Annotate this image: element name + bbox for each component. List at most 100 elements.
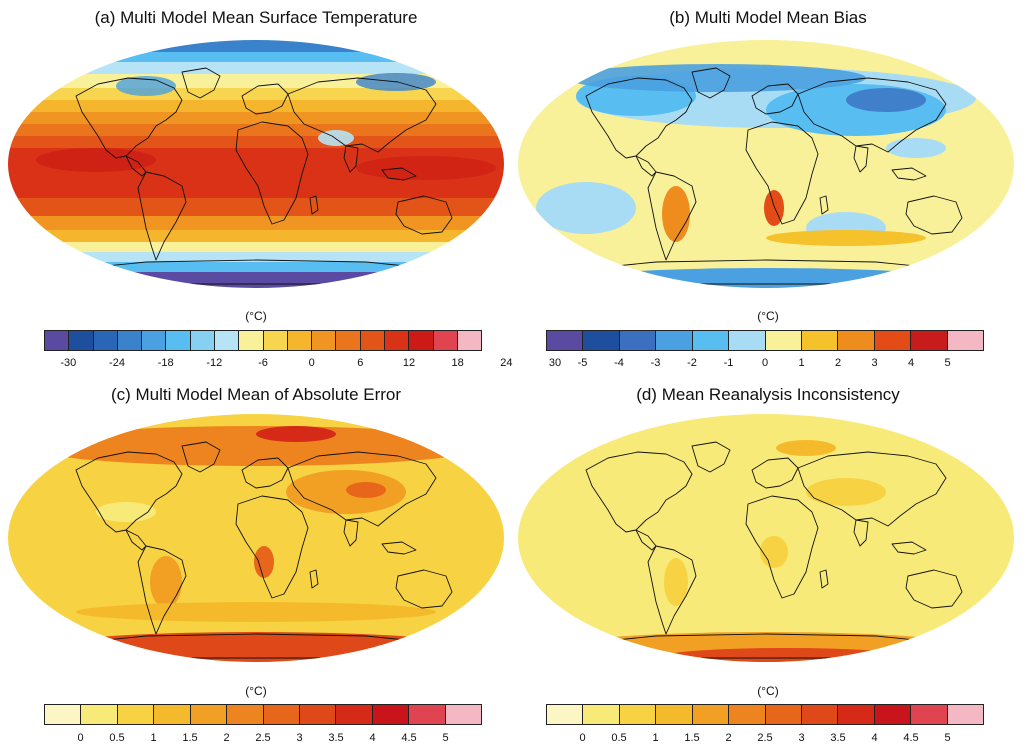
panel-a-world-map <box>8 40 504 288</box>
colorbar-tick-label: 4 <box>369 732 376 744</box>
colorbar-tick-label: 6 <box>357 357 364 369</box>
colorbar-tick-label: 24 <box>500 357 513 369</box>
colorbar-swatch <box>801 331 839 350</box>
panel-c-title: (c) Multi Model Mean of Absolute Error <box>110 385 402 404</box>
colorbar-tick-label: -24 <box>109 357 125 369</box>
colorbar-swatch <box>190 705 228 724</box>
colorbar-swatch <box>433 331 458 350</box>
colorbar-tick-label: 4 <box>871 732 878 744</box>
colorbar-tick-label: 0 <box>579 732 586 744</box>
colorbar-swatch <box>299 705 337 724</box>
colorbar-swatch <box>765 705 802 724</box>
colorbar-tick-label: -6 <box>258 357 268 369</box>
panel-b-colorbar-ticks: -5 -4 -3 -2 -1 0 1 2 3 4 5 <box>546 356 984 370</box>
colorbar-tick-label: -5 <box>577 357 588 369</box>
panel-c-unit-label: (°C) <box>245 684 267 698</box>
colorbar-swatch <box>692 331 730 350</box>
colorbar-tick-label: -4 <box>614 357 624 369</box>
panel-c-colorbar <box>44 704 482 725</box>
colorbar-tick-label: 3.5 <box>830 732 846 744</box>
colorbar-tick-label: 2 <box>834 357 842 369</box>
colorbar-tick-label: 1 <box>652 732 659 744</box>
colorbar-swatch <box>117 705 155 724</box>
panel-c-colorbar-ticks: 0 0.5 1 1.5 2 2.5 3 3.5 4 4.5 5 <box>44 731 482 745</box>
colorbar-swatch <box>239 331 264 350</box>
colorbar-swatch <box>947 331 984 350</box>
colorbar-tick-label: -12 <box>206 357 223 369</box>
colorbar-swatch <box>263 705 300 724</box>
colorbar-tick-label: -3 <box>650 357 661 369</box>
colorbar-swatch <box>336 705 373 724</box>
colorbar-tick-label: 3.5 <box>328 732 344 744</box>
colorbar-swatch <box>287 331 313 350</box>
colorbar-swatch <box>729 705 766 724</box>
colorbar-tick-label: 2 <box>725 732 732 744</box>
colorbar-swatch <box>227 705 264 724</box>
colorbar-swatch <box>692 705 730 724</box>
colorbar-swatch <box>263 331 288 350</box>
panel-b-unit-label: (°C) <box>757 309 779 323</box>
colorbar-tick-label: 0 <box>77 732 84 744</box>
colorbar-swatch <box>312 331 337 350</box>
colorbar-tick-label: 4.5 <box>401 732 417 744</box>
panel-a-unit-label: (°C) <box>245 309 267 323</box>
colorbar-tick-label: 5 <box>944 357 951 369</box>
colorbar-tick-label: 1 <box>150 732 157 744</box>
colorbar-swatch <box>409 331 434 350</box>
colorbar-swatch <box>547 331 584 350</box>
panel-d-world-map <box>518 414 1014 662</box>
colorbar-swatch <box>619 331 657 350</box>
colorbar-swatch <box>81 705 118 724</box>
colorbar-tick-label: -18 <box>157 357 174 369</box>
colorbar-tick-label: 2 <box>223 732 230 744</box>
colorbar-swatch <box>336 331 361 350</box>
colorbar-swatch <box>801 705 839 724</box>
colorbar-tick-label: 1.5 <box>182 732 198 744</box>
panel-d-colorbar-ticks: 0 0.5 1 1.5 2 2.5 3 3.5 4 4.5 5 <box>546 731 984 745</box>
colorbar-tick-label: 0.5 <box>611 732 627 744</box>
colorbar-tick-label: 2.5 <box>757 732 773 744</box>
colorbar-swatch <box>214 331 240 350</box>
colorbar-swatch <box>45 705 82 724</box>
colorbar-tick-label: -2 <box>687 357 697 369</box>
colorbar-swatch <box>583 331 620 350</box>
colorbar-tick-label: 18 <box>451 357 464 369</box>
colorbar-swatch <box>457 331 482 350</box>
colorbar-swatch <box>547 705 584 724</box>
colorbar-swatch <box>656 331 693 350</box>
colorbar-tick-label: -1 <box>723 357 734 369</box>
panel-c-world-map <box>8 414 504 662</box>
colorbar-tick-label: 12 <box>402 357 416 369</box>
colorbar-swatch <box>445 705 482 724</box>
panel-d-title: (d) Mean Reanalysis Inconsistency <box>636 385 900 404</box>
panel-d-unit-label: (°C) <box>757 684 779 698</box>
colorbar-tick-label: 0 <box>761 357 769 369</box>
colorbar-tick-label: 3 <box>798 732 805 744</box>
colorbar-swatch <box>45 331 70 350</box>
colorbar-tick-label: 3 <box>871 357 878 369</box>
colorbar-swatch <box>947 705 984 724</box>
colorbar-tick-label: 0.5 <box>109 732 125 744</box>
colorbar-tick-label: 2.5 <box>255 732 271 744</box>
colorbar-swatch <box>142 331 167 350</box>
colorbar-tick-label: 1.5 <box>684 732 700 744</box>
colorbar-tick-label: 5 <box>442 732 449 744</box>
colorbar-swatch <box>190 331 215 350</box>
colorbar-swatch <box>911 331 948 350</box>
colorbar-swatch <box>874 705 912 724</box>
colorbar-tick-label: 30 <box>548 357 562 369</box>
panel-a-title: (a) Multi Model Mean Surface Temperature <box>94 8 418 27</box>
panel-a-colorbar-ticks: -30 -24 -18 -12 -6 0 6 12 18 24 30 <box>44 356 561 370</box>
panel-b-title: (b) Multi Model Mean Bias <box>669 8 867 27</box>
colorbar-swatch <box>154 705 191 724</box>
colorbar-swatch <box>93 331 118 350</box>
colorbar-swatch <box>69 331 94 350</box>
colorbar-swatch <box>583 705 620 724</box>
colorbar-tick-label: 4.5 <box>903 732 919 744</box>
colorbar-swatch <box>166 331 191 350</box>
colorbar-swatch <box>656 705 693 724</box>
colorbar-swatch <box>911 705 948 724</box>
colorbar-swatch <box>384 331 410 350</box>
panel-d-colorbar <box>546 704 984 725</box>
colorbar-swatch <box>874 331 912 350</box>
